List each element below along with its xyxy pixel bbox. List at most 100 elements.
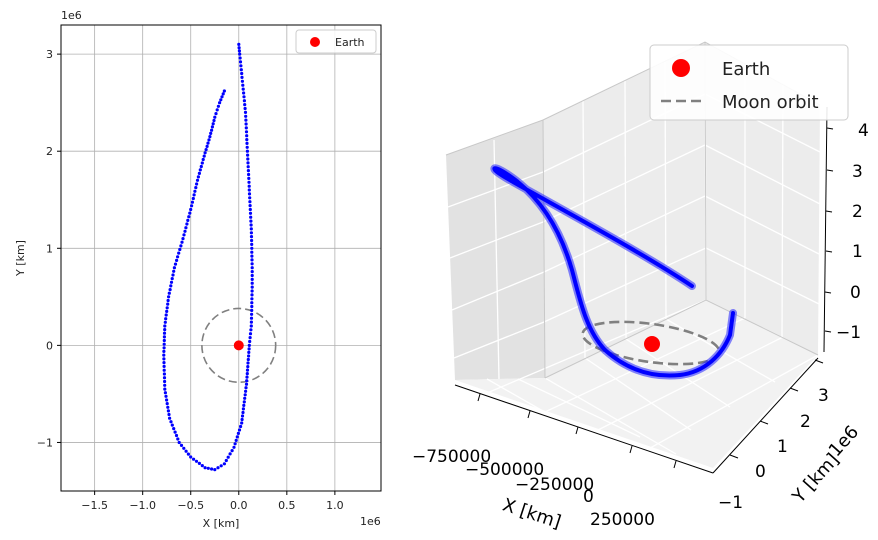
trajectory-point (213, 115, 217, 119)
x-axis-label-3d: X [km] (500, 495, 564, 534)
trajectory-point (250, 301, 254, 305)
trajectory-point (245, 138, 249, 142)
z-tick-label-3d: 2 (852, 202, 863, 222)
trajectory-point (242, 403, 246, 407)
x-tick-label: −1.5 (81, 499, 108, 512)
trajectory-point (165, 306, 169, 310)
trajectory-point (248, 211, 253, 215)
trajectory-point (196, 175, 200, 179)
trajectory-point (162, 361, 166, 365)
trajectory-point (250, 254, 254, 258)
trajectory-point (206, 466, 210, 470)
trajectory-point (228, 452, 232, 456)
trajectory-point (247, 172, 251, 177)
trajectory-point (241, 87, 245, 91)
earth-marker (233, 340, 244, 351)
trajectory-point (249, 231, 253, 235)
trajectory-point (246, 161, 250, 165)
trajectory-point (163, 391, 167, 395)
chart-2d: −1.5 −1.0 −0.5 0.0 0.5 1.0 −1 0 1 2 3 1e6 1e6 X [… (14, 9, 382, 530)
trajectory-point (180, 240, 184, 244)
x-offset-label-2d: 1e6 (360, 515, 381, 528)
trajectory-point (179, 244, 183, 248)
trajectory-point (250, 281, 254, 285)
trajectory-point (237, 46, 241, 50)
trajectory-point (199, 164, 203, 169)
trajectory-point (163, 320, 167, 324)
x-tick-label-3d: 250000 (590, 510, 655, 530)
z-tick-label-3d: 4 (858, 121, 869, 141)
trajectory-point (248, 332, 253, 336)
trajectory-point (165, 402, 169, 406)
trajectory-point (247, 350, 251, 354)
trajectory-point (185, 222, 189, 226)
trajectory-point (250, 289, 254, 293)
trajectory-point (246, 157, 250, 161)
z-tick-label-3d: −1 (836, 323, 861, 343)
y-tick-label-3d: 1 (777, 437, 788, 457)
trajectory-point (219, 464, 223, 468)
trajectory-point (175, 258, 179, 262)
trajectory-point (242, 95, 246, 99)
trajectory-point (247, 354, 251, 358)
trajectory-point (247, 176, 251, 180)
trajectory-point (238, 60, 243, 64)
trajectory-point (181, 237, 185, 241)
trajectory-point (200, 161, 204, 165)
trajectory-point (249, 316, 254, 320)
trajectory-point (202, 154, 206, 158)
trajectory-point (184, 226, 188, 230)
trajectory-point (250, 238, 254, 243)
trajectory-point (210, 128, 214, 132)
trajectory-point (162, 357, 166, 361)
trajectory-point (250, 270, 254, 274)
trajectory-point (243, 396, 247, 400)
trajectory-point (250, 285, 254, 289)
trajectory-point (162, 346, 166, 350)
pane-back (543, 42, 820, 378)
trajectory-point (230, 449, 234, 453)
trajectory-point (171, 273, 175, 277)
trajectory-point (250, 293, 254, 297)
trajectory-point (248, 339, 252, 344)
trajectory-point (243, 393, 247, 397)
trajectory-point (242, 400, 246, 404)
trajectory-point (241, 407, 245, 411)
trajectory-point (166, 405, 170, 409)
grid-2d (61, 25, 381, 491)
legend-moon-orbit-label-3d: Moon orbit (722, 92, 819, 113)
trajectory-point (218, 101, 222, 105)
trajectory-point (194, 186, 198, 190)
trajectory-point (244, 382, 249, 386)
x-ticks-2d: −1.5 −1.0 −0.5 0.0 0.5 1.0 (81, 491, 344, 512)
trajectory-point (210, 467, 214, 471)
trajectory-point (236, 431, 240, 435)
trajectory-point (212, 118, 216, 123)
trajectory-point (187, 215, 191, 219)
trajectory-point (167, 291, 171, 295)
trajectory-point (172, 266, 176, 270)
trajectory-point (210, 125, 214, 129)
trajectory-point (245, 372, 249, 376)
trajectory-point (248, 204, 252, 208)
trajectory-point (173, 262, 178, 266)
trajectory-point (190, 204, 194, 208)
trajectory-3d-path (492, 166, 735, 378)
y-tick-labels-3d: −1 0 1 2 3 (718, 386, 829, 513)
trajectory-point (246, 153, 250, 157)
trajectory-point (241, 410, 245, 415)
trajectory-point (197, 461, 201, 465)
trajectory-point (162, 353, 166, 357)
legend-3d: Earth Moon orbit (649, 44, 849, 121)
trajectory-point (163, 328, 167, 332)
trajectory-point (173, 430, 177, 434)
trajectory-point (240, 71, 244, 76)
trajectory-point (248, 200, 252, 204)
z-tick-label-3d: 1 (852, 242, 863, 262)
trajectory-point (240, 417, 244, 422)
trajectory-point (240, 75, 244, 79)
trajectory-point (165, 398, 169, 402)
trajectory-point (198, 168, 202, 172)
trajectory-point (169, 284, 173, 288)
